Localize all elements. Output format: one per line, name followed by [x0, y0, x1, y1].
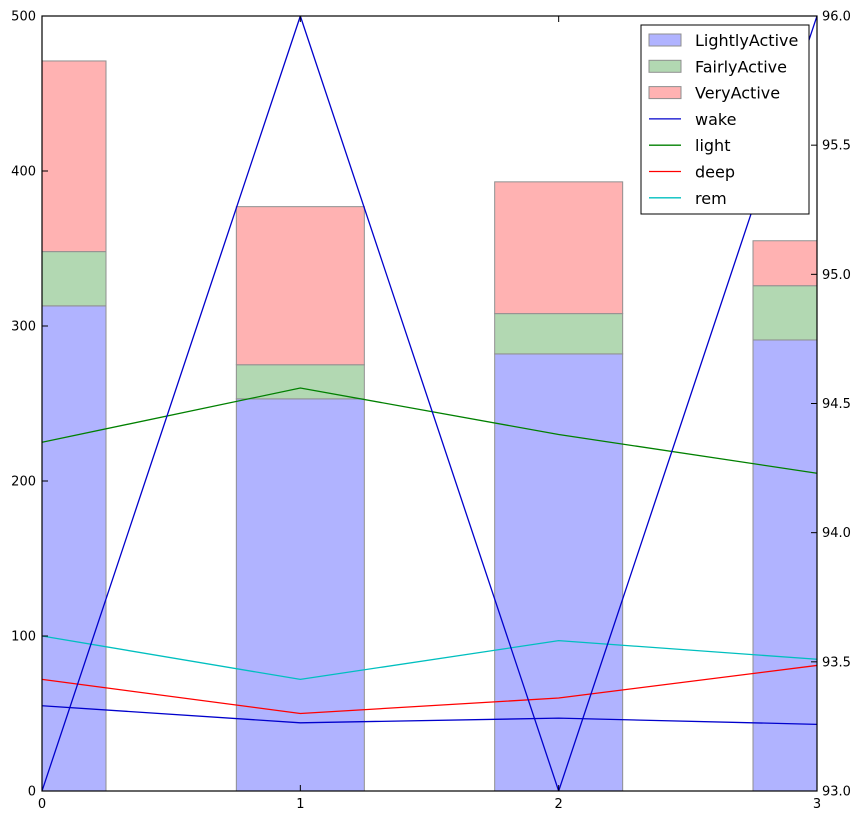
bar-lightlyactive-2: [494, 353, 624, 791]
series-line-deep: [42, 664, 817, 715]
y-left-tick-label-400: 400: [11, 165, 36, 180]
bar-fairlyactive-1: [235, 364, 365, 400]
y-left-tick-label-300: 300: [11, 320, 36, 335]
bar-fairlyactive-2: [494, 313, 624, 355]
legend-label-lightlyactive: LightlyActive: [695, 31, 798, 50]
bar-lightlyactive-0: [42, 305, 107, 791]
y-right-tick-label-95.5: 95.5: [822, 139, 851, 154]
bar-veryactive-3: [752, 240, 817, 287]
bar-fairlyactive-3: [752, 285, 817, 341]
bars-layer: [42, 60, 817, 791]
bar-veryactive-1: [235, 206, 365, 366]
legend-label-rem: rem: [695, 189, 727, 208]
bar-veryactive-2: [494, 181, 624, 315]
legend-label-light: light: [695, 136, 730, 155]
x-tick-label-0: 0: [38, 797, 46, 812]
legend-swatch-lightlyactive: [648, 33, 682, 47]
y-left-tick-label-200: 200: [11, 475, 36, 490]
legend-label-deep: deep: [695, 163, 735, 182]
legend-label-wake: wake: [695, 110, 736, 129]
bar-veryactive-0: [42, 60, 107, 253]
series-line-wake: [42, 705, 817, 725]
series-line-light: [42, 387, 817, 474]
y-left-tick-label-0: 0: [28, 785, 36, 800]
legend: LightlyActive FairlyActive VeryActive wake l…: [640, 24, 810, 215]
bar-lightlyactive-3: [752, 339, 817, 791]
series-line-rem: [42, 635, 817, 681]
y-left-tick-label-100: 100: [11, 630, 36, 645]
y-axis-left: 0 100 200 300 400 500: [11, 10, 48, 800]
y-right-tick-label-95.0: 95.0: [822, 268, 851, 283]
legend-label-veryactive: VeryActive: [695, 84, 780, 103]
bar-lightlyactive-1: [235, 398, 365, 791]
y-axis-right: 93.0 93.5 94.0 94.5 95.0 95.5 96.0: [811, 10, 851, 800]
lines-layer: [42, 16, 817, 791]
x-axis: 0 1 2 3: [38, 16, 821, 812]
y-right-tick-label-93.5: 93.5: [822, 655, 851, 670]
y-right-tick-label-93.0: 93.0: [822, 785, 851, 800]
legend-label-fairlyactive: FairlyActive: [695, 57, 787, 76]
x-tick-label-3: 3: [813, 797, 821, 812]
series-line-secondary-axis: [42, 16, 817, 791]
x-tick-label-1: 1: [296, 797, 304, 812]
x-tick-label-2: 2: [555, 797, 563, 812]
legend-swatch-veryactive: [648, 86, 682, 100]
y-right-tick-label-94.0: 94.0: [822, 526, 851, 541]
bar-fairlyactive-0: [42, 251, 107, 307]
y-left-tick-label-500: 500: [11, 10, 36, 25]
y-right-tick-label-96.0: 96.0: [822, 10, 851, 25]
y-right-tick-label-94.5: 94.5: [822, 397, 851, 412]
legend-swatch-fairlyactive: [648, 59, 682, 73]
